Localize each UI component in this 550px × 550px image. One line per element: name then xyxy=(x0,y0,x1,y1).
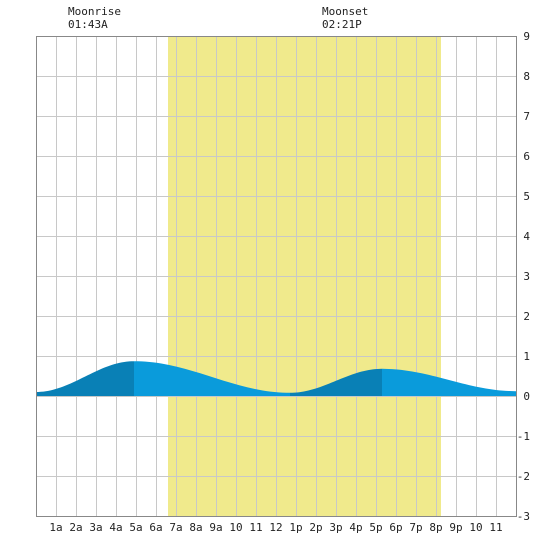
tide-area-rising xyxy=(36,361,134,396)
x-tick-label: 11 xyxy=(489,521,502,534)
y-tick-label: 1 xyxy=(523,350,530,363)
y-tick-label: -1 xyxy=(517,430,530,443)
x-tick-label: 8a xyxy=(189,521,202,534)
x-tick-label: 5a xyxy=(129,521,142,534)
y-tick-label: 7 xyxy=(523,110,530,123)
x-tick-label: 4a xyxy=(109,521,122,534)
moonset-label-block: Moonset 02:21P xyxy=(322,5,368,31)
x-tick-label: 1a xyxy=(49,521,62,534)
tide-area-rising xyxy=(290,368,382,396)
x-tick-label: 5p xyxy=(369,521,382,534)
x-tick-label: 1p xyxy=(289,521,302,534)
x-tick-label: 2p xyxy=(309,521,322,534)
tide-area-falling xyxy=(134,361,290,396)
x-tick-label: 6p xyxy=(389,521,402,534)
moonset-time: 02:21P xyxy=(322,18,362,31)
moonset-label: Moonset xyxy=(322,5,369,18)
y-tick-label: -3 xyxy=(517,510,530,523)
y-tick-label: 3 xyxy=(523,270,530,283)
x-tick-label: 3a xyxy=(89,521,102,534)
y-tick-label: 6 xyxy=(523,150,530,163)
x-tick-label: 10 xyxy=(229,521,242,534)
x-tick-label: 7a xyxy=(169,521,182,534)
x-tick-label: 9p xyxy=(449,521,462,534)
moonrise-label-block: Moonrise 01:43A xyxy=(68,5,121,31)
moonrise-label: Moonrise xyxy=(68,5,121,18)
x-tick-label: 2a xyxy=(69,521,82,534)
x-tick-label: 7p xyxy=(409,521,422,534)
y-tick-label: 4 xyxy=(523,230,530,243)
tide-area-falling xyxy=(382,368,516,396)
x-tick-label: 8p xyxy=(429,521,442,534)
x-tick-label: 10 xyxy=(469,521,482,534)
plot-frame xyxy=(36,36,517,517)
x-tick-label: 4p xyxy=(349,521,362,534)
y-tick-label: 9 xyxy=(523,30,530,43)
moonrise-time: 01:43A xyxy=(68,18,108,31)
x-tick-label: 12 xyxy=(269,521,282,534)
y-tick-label: 8 xyxy=(523,70,530,83)
y-tick-label: 2 xyxy=(523,310,530,323)
x-tick-label: 6a xyxy=(149,521,162,534)
x-tick-label: 3p xyxy=(329,521,342,534)
y-tick-label: 0 xyxy=(523,390,530,403)
y-tick-label: -2 xyxy=(517,470,530,483)
y-tick-label: 5 xyxy=(523,190,530,203)
x-tick-label: 9a xyxy=(209,521,222,534)
x-tick-label: 11 xyxy=(249,521,262,534)
